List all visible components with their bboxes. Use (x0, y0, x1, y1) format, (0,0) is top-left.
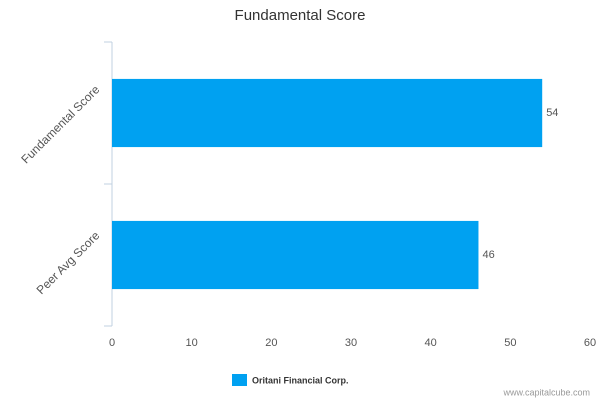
x-tick-label: 10 (186, 337, 198, 349)
x-tick-label: 20 (265, 337, 277, 349)
y-tick-label: Peer Avg Score (34, 228, 103, 297)
x-tick-label: 30 (345, 337, 357, 349)
x-tick-label: 50 (504, 337, 516, 349)
x-tick-label: 40 (425, 337, 437, 349)
legend-label: Oritani Financial Corp. (252, 375, 349, 385)
value-label: 54 (546, 107, 558, 119)
value-label: 46 (482, 249, 494, 261)
x-tick-label: 60 (584, 337, 596, 349)
y-tick-label: Fundamental Score (18, 82, 102, 166)
bar (112, 220, 479, 290)
x-tick-label: 0 (109, 337, 115, 349)
legend-swatch (232, 374, 247, 386)
watermark: www.capitalcube.com (502, 387, 590, 397)
bar (112, 78, 543, 148)
chart-title: Fundamental Score (235, 7, 366, 24)
